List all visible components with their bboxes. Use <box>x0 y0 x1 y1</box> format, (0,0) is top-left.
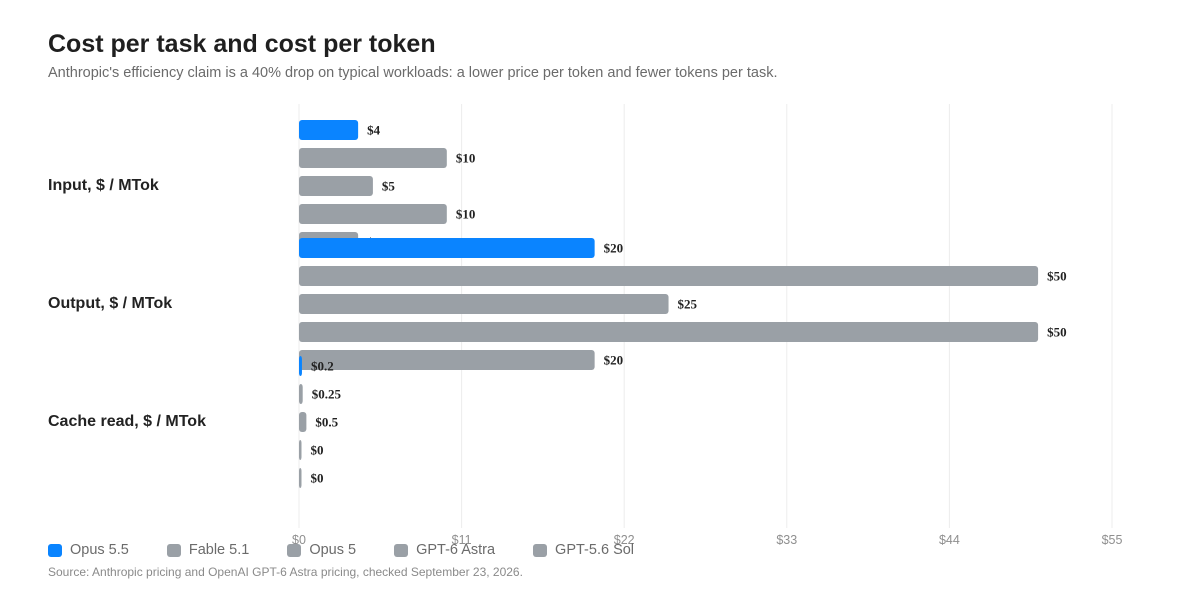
bar-fable-5-1-2 <box>299 266 1039 286</box>
bar-gpt-6-astra-2 <box>299 322 1039 342</box>
bar-value-label: $50 <box>1047 269 1067 284</box>
legend-swatch <box>48 543 62 557</box>
bar-value-label: $4 <box>367 123 381 138</box>
source-note: Source: Anthropic pricing and OpenAI GPT… <box>48 565 523 579</box>
bar-value-label: $50 <box>1047 325 1067 340</box>
legend-item: Opus 5 <box>287 542 356 558</box>
bar-fable-5-1-3 <box>299 384 303 404</box>
category-label: Output, $ / MTok <box>48 295 173 312</box>
x-tick-label: $22 <box>614 533 635 547</box>
chart-title: Cost per task and cost per token <box>48 30 436 58</box>
bar-opus-5-3 <box>299 412 307 432</box>
chart-subtitle: Anthropic's efficiency claim is a 40% dr… <box>48 65 778 81</box>
bar-value-label: $10 <box>456 207 476 222</box>
x-tick-label: $55 <box>1102 533 1123 547</box>
legend-item: GPT-6 Astra <box>394 542 495 558</box>
bar-value-label: $0.5 <box>315 415 338 430</box>
bar-opus-5-2 <box>299 294 669 314</box>
bar-gpt-5-6-sol-2 <box>299 350 595 370</box>
bar-value-label: $0.2 <box>311 359 334 374</box>
legend-label: GPT-5.6 Sol <box>555 542 635 558</box>
category-label: Cache read, $ / MTok <box>48 413 206 430</box>
legend-label: GPT-6 Astra <box>416 542 496 558</box>
bar-gpt-6-astra-3 <box>299 440 302 460</box>
legend-item: GPT-5.6 Sol <box>533 542 634 558</box>
legend-label: Fable 5.1 <box>188 542 250 558</box>
legend-label: Opus 5 <box>309 542 357 558</box>
bar-value-label: $20 <box>604 241 624 256</box>
legend-item: Fable 5.1 <box>166 542 250 558</box>
bar-opus-5-1 <box>299 176 373 196</box>
x-tick-label: $44 <box>939 533 960 547</box>
legend-swatch <box>287 543 302 557</box>
legend-swatch <box>533 543 548 557</box>
legend-swatch <box>394 543 409 557</box>
legend: Opus 5.5 Fable 5.1 Opus 5 GPT-6 Astra GPT-5.… <box>48 542 672 558</box>
bar-value-label: $20 <box>604 353 624 368</box>
bar-opus-5-5-3 <box>299 356 302 376</box>
x-tick-label: $33 <box>776 533 797 547</box>
bar-value-label: $5 <box>382 179 396 194</box>
bar-value-label: $25 <box>678 297 698 312</box>
bar-value-label: $10 <box>456 151 476 166</box>
bar-opus-5-5-1 <box>299 120 359 140</box>
x-tick-label: $11 <box>452 533 472 547</box>
bar-value-label: $0.25 <box>312 387 342 402</box>
legend-swatch <box>166 543 181 557</box>
bar-gpt-5-6-sol-3 <box>299 468 302 488</box>
bar-value-label: $0 <box>311 443 324 458</box>
legend-item: Opus 5.5 <box>48 542 129 558</box>
bar-gpt-6-astra-1 <box>299 204 447 224</box>
bar-opus-5-5-2 <box>299 238 595 258</box>
legend-label: Opus 5.5 <box>70 542 129 558</box>
bar-fable-5-1-1 <box>299 148 447 168</box>
bar-value-label: $0 <box>311 471 324 486</box>
category-label: Input, $ / MTok <box>48 177 159 194</box>
